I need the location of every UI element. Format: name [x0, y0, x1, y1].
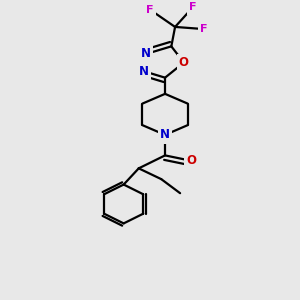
- Text: O: O: [186, 154, 197, 167]
- Text: F: F: [200, 24, 208, 34]
- Text: F: F: [189, 2, 196, 13]
- Text: N: N: [160, 128, 170, 141]
- Text: O: O: [179, 56, 189, 69]
- Text: N: N: [139, 65, 149, 78]
- Text: F: F: [146, 5, 154, 15]
- Text: N: N: [141, 47, 151, 60]
